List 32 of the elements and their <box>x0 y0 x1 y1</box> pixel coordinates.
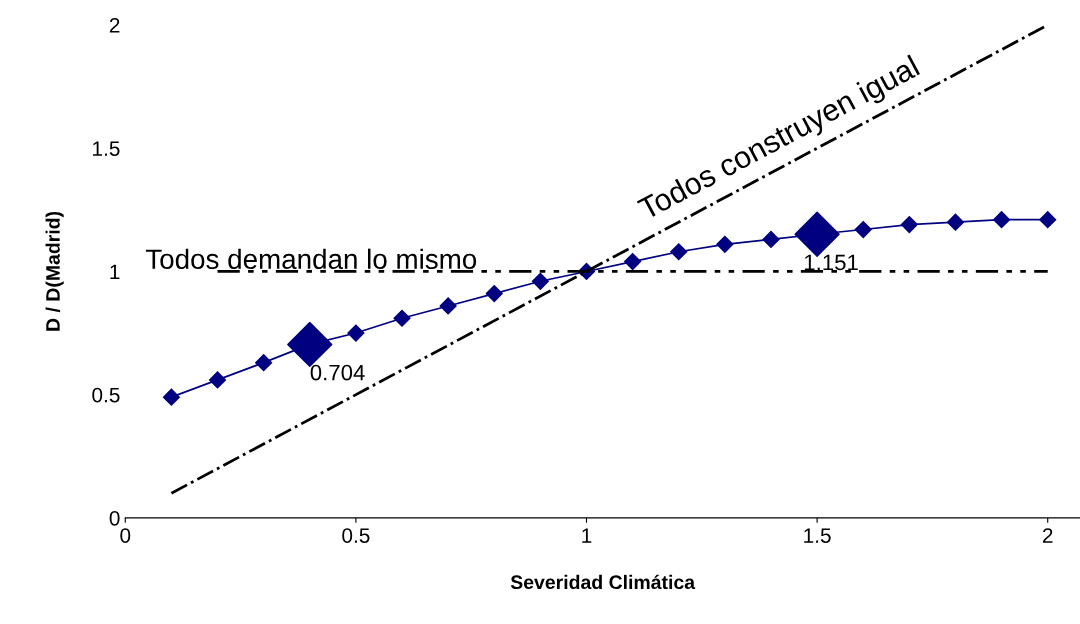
x-tick-label: 0 <box>120 528 131 543</box>
point <box>208 371 227 389</box>
point <box>946 213 965 231</box>
annotation: 1.151 <box>804 254 858 271</box>
point <box>854 220 872 239</box>
point <box>162 388 180 406</box>
x-axis-title: Severidad Climática <box>510 574 696 590</box>
point <box>439 297 457 315</box>
point <box>255 354 273 372</box>
y-axis-title: D / D(Madrid) <box>45 211 64 331</box>
y-tick-label: 2 <box>109 17 120 33</box>
point <box>485 285 503 303</box>
x-tick-label: 1 <box>582 528 592 543</box>
x-tick-label: 0.5 <box>342 528 370 543</box>
point <box>531 272 549 290</box>
annotation: Todos demandan lo mismo <box>145 248 477 270</box>
y-tick-label: 0.5 <box>92 387 120 403</box>
x-tick-label: 2 <box>1042 528 1053 543</box>
point <box>993 211 1011 229</box>
x-tick-label: 1.5 <box>804 528 831 543</box>
point <box>716 235 734 253</box>
point <box>762 230 780 248</box>
point <box>670 243 688 261</box>
point <box>900 216 918 234</box>
annotation: 0.704 <box>310 364 365 381</box>
point <box>393 309 411 327</box>
y-tick-label: 1 <box>110 264 120 279</box>
point <box>347 324 365 342</box>
y-tick-label: 1.5 <box>93 141 120 156</box>
y-tick-label: 0 <box>109 510 120 526</box>
point <box>1039 211 1057 229</box>
point <box>624 253 642 271</box>
